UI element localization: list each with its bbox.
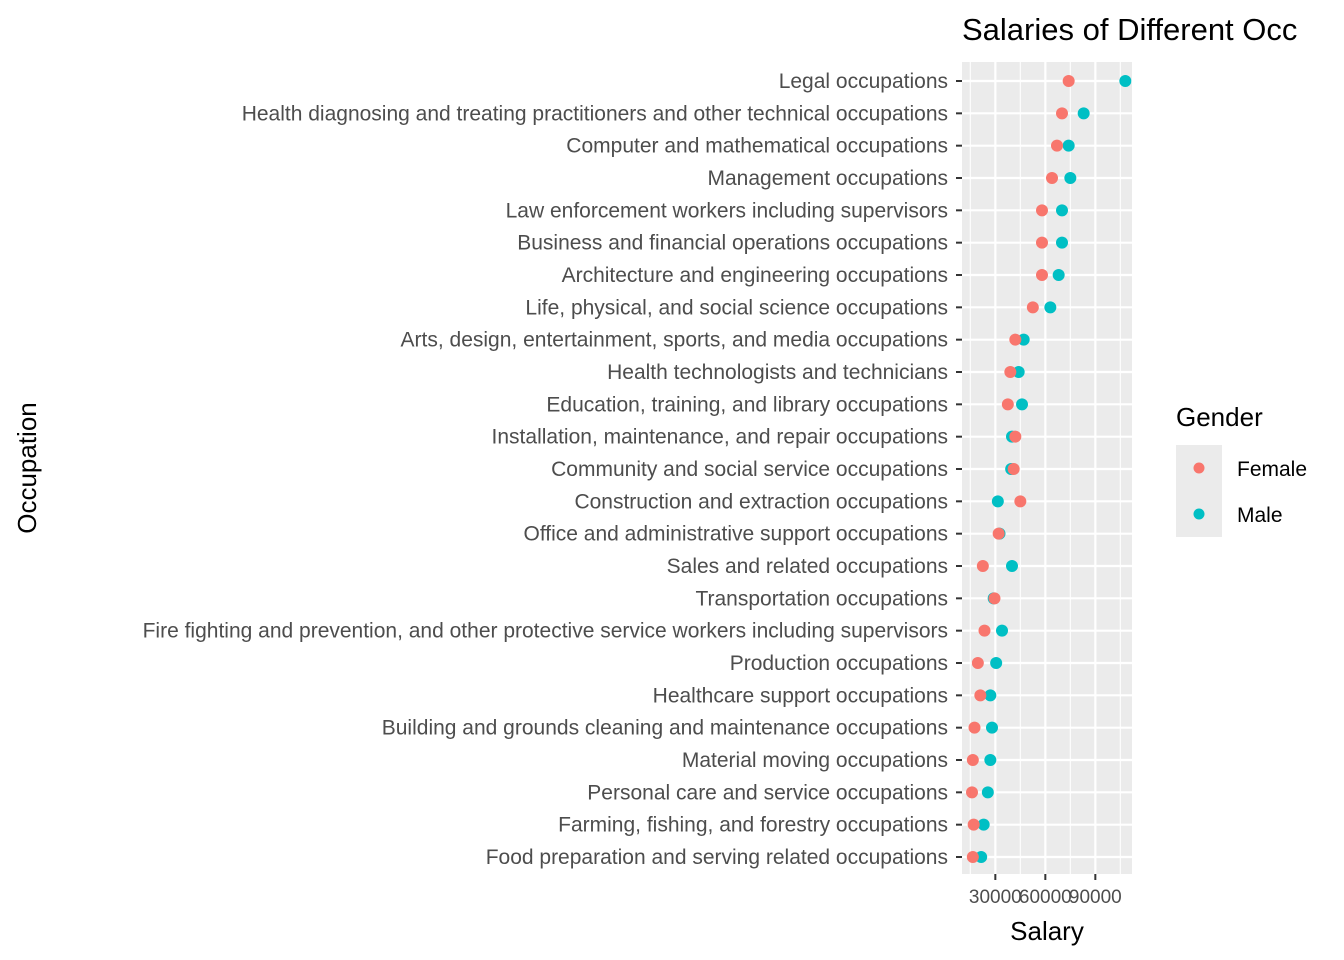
chart-title: Salaries of Different Occ [962, 12, 1297, 47]
point-male [1056, 236, 1068, 249]
point-female [1009, 430, 1022, 443]
point-female [968, 721, 981, 734]
point-male [1052, 269, 1065, 281]
y-tick-label: Healthcare support occupations [653, 684, 948, 707]
point-female [1046, 172, 1058, 184]
point-male [984, 689, 997, 702]
point-female [1062, 75, 1075, 87]
point-male [1044, 301, 1057, 314]
y-tick-label: Sales and related occupations [667, 555, 948, 578]
y-tick-label: Health diagnosing and treating practitio… [242, 102, 948, 125]
y-tick-label: Law enforcement workers including superv… [506, 199, 948, 222]
point-male [1006, 560, 1018, 572]
y-tick-label: Health technologists and technicians [607, 361, 948, 384]
y-tick-label: Management occupations [708, 167, 949, 190]
point-male [1056, 204, 1068, 217]
point-female [1051, 139, 1063, 152]
x-axis-title: Salary [1010, 916, 1084, 946]
point-male [1064, 172, 1077, 184]
point-female [966, 754, 979, 766]
point-female [974, 689, 987, 702]
point-male [975, 851, 988, 863]
y-tick-label: Office and administrative support occupa… [523, 523, 948, 546]
legend-title: Gender [1176, 402, 1263, 432]
data-points [966, 75, 1132, 863]
point-male [977, 818, 990, 831]
point-female [1014, 495, 1027, 508]
y-axis-title: Occupation [12, 402, 42, 534]
y-tick-label: Computer and mathematical occupations [566, 135, 948, 158]
point-female [1026, 301, 1039, 314]
y-tick-label: Arts, design, entertainment, sports, and… [401, 329, 948, 352]
point-female [1007, 463, 1020, 475]
y-tick-label: Production occupations [730, 652, 948, 675]
point-female [978, 624, 991, 637]
x-tick-label: 90000 [1069, 887, 1122, 908]
legend-label-female: Female [1237, 458, 1307, 481]
point-male [1077, 107, 1090, 120]
x-tick-label: 30000 [969, 887, 1022, 908]
point-male [991, 495, 1004, 508]
point-female [1036, 236, 1048, 249]
point-female [1036, 269, 1048, 281]
point-male [1062, 139, 1075, 152]
legend-label-male: Male [1237, 504, 1283, 527]
point-female [966, 786, 978, 799]
point-female [992, 527, 1005, 540]
point-male [996, 624, 1008, 637]
legend: Gender Female Male [1176, 402, 1307, 537]
point-female [1056, 107, 1068, 120]
point-male [984, 754, 997, 766]
y-tick-label: Transportation occupations [695, 587, 948, 610]
point-male [1016, 398, 1028, 411]
point-female [1009, 333, 1022, 346]
point-male [1012, 366, 1025, 378]
point-male [981, 786, 994, 799]
y-tick-label: Architecture and engineering occupations [562, 264, 948, 287]
point-female [966, 851, 979, 863]
point-female [1004, 366, 1017, 378]
point-male [986, 721, 998, 734]
y-tick-label: Life, physical, and social science occup… [525, 296, 948, 319]
y-tick-label: Food preparation and serving related occ… [486, 846, 948, 869]
point-female [1001, 398, 1014, 411]
point-female [976, 560, 989, 572]
point-male [1119, 75, 1132, 87]
point-female [1036, 204, 1048, 217]
point-male [1017, 333, 1030, 346]
legend-male-dot [1193, 508, 1205, 520]
x-tick-label: 60000 [1019, 887, 1072, 908]
y-tick-label: Community and social service occupations [551, 458, 948, 481]
y-tick-label: Construction and extraction occupations [574, 490, 948, 513]
y-tick-label: Legal occupations [779, 70, 948, 93]
point-female [967, 818, 980, 831]
y-tick-label: Personal care and service occupations [587, 781, 948, 804]
legend-female-dot [1193, 462, 1205, 474]
point-male [990, 657, 1003, 669]
y-tick-label: Installation, maintenance, and repair oc… [492, 426, 948, 449]
point-female [971, 657, 984, 669]
y-tick-label: Farming, fishing, and forestry occupatio… [558, 814, 948, 837]
point-female [988, 592, 1001, 605]
y-tick-label: Material moving occupations [682, 749, 948, 772]
y-tick-label: Building and grounds cleaning and mainte… [382, 717, 948, 740]
y-tick-label: Education, training, and library occupat… [546, 393, 948, 416]
y-tick-label: Fire fighting and prevention, and other … [143, 620, 948, 643]
y-axis: Legal occupations Health diagnosing and t… [143, 70, 962, 869]
y-tick-label: Business and financial operations occupa… [517, 232, 948, 255]
